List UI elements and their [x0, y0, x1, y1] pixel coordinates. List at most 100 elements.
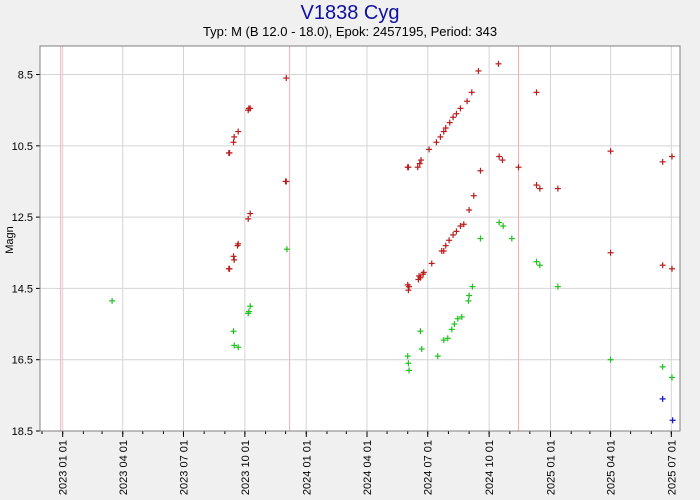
data-point	[453, 228, 460, 235]
data-point	[230, 328, 237, 335]
data-point	[533, 89, 540, 96]
data-point	[226, 265, 233, 272]
data-point	[668, 265, 675, 272]
data-point	[444, 335, 451, 342]
data-point	[533, 182, 540, 189]
data-point	[245, 215, 252, 222]
data-point	[466, 206, 473, 213]
data-point	[446, 237, 453, 244]
data-point	[607, 249, 614, 256]
data-point	[453, 110, 460, 117]
data-point	[659, 395, 666, 402]
data-point	[417, 328, 424, 335]
data-point	[533, 258, 540, 265]
data-point	[433, 139, 440, 146]
data-point	[226, 149, 233, 156]
data-point	[450, 114, 457, 121]
x-tick-label: 2025 04 01	[606, 440, 618, 495]
data-point	[465, 297, 472, 304]
data-point	[440, 128, 447, 135]
data-point	[420, 269, 427, 276]
data-point	[283, 178, 290, 185]
data-point	[659, 262, 666, 269]
data-point	[418, 346, 425, 353]
data-point	[469, 283, 476, 290]
plot-area	[39, 45, 681, 432]
data-point	[607, 148, 614, 155]
data-point	[404, 353, 411, 360]
chart-subtitle: Typ: M (B 12.0 - 18.0), Epok: 2457195, P…	[202, 24, 498, 39]
x-tick-label: 2023 01 01	[58, 440, 70, 495]
maxima-layer	[60, 46, 519, 431]
data-point	[457, 105, 464, 112]
points-layer	[109, 60, 676, 424]
data-point	[405, 287, 412, 294]
data-point	[499, 157, 506, 164]
data-point	[247, 105, 254, 112]
x-tick-label: 2024 04 01	[362, 440, 374, 495]
data-point	[450, 231, 457, 238]
axis-layer: 8.5 10.5 12.5 14.5 16.5 18.5 2023 01 01 2023 04…	[12, 45, 681, 495]
data-point	[235, 128, 242, 135]
data-point	[230, 253, 237, 260]
grid-layer	[40, 46, 680, 431]
data-point	[500, 223, 507, 230]
data-point	[460, 221, 467, 228]
data-point	[109, 297, 116, 304]
data-point	[442, 124, 449, 131]
y-tick-label: 12.5	[12, 212, 33, 224]
data-point	[283, 75, 290, 82]
x-tick-label: 2023 10 01	[240, 440, 252, 495]
data-point	[475, 67, 482, 74]
data-point	[451, 321, 458, 328]
x-tick-label: 2024 07 01	[423, 440, 435, 495]
data-point	[470, 192, 477, 199]
data-point	[417, 274, 424, 281]
data-point	[231, 342, 238, 349]
data-point	[668, 153, 675, 160]
plot-border	[39, 45, 681, 432]
data-point	[231, 133, 238, 140]
x-tick-label: 2025 01 01	[546, 440, 558, 495]
data-point	[405, 164, 412, 171]
data-point	[406, 283, 413, 290]
data-point	[659, 363, 666, 370]
data-point	[245, 308, 252, 315]
y-tick-label: 16.5	[12, 355, 33, 367]
y-tick-label: 10.5	[12, 141, 33, 153]
data-point	[440, 247, 447, 254]
data-point	[536, 185, 543, 192]
x-tick-label: 2023 07 01	[178, 440, 190, 495]
x-tick-label: 2024 10 01	[484, 440, 496, 495]
data-point	[464, 98, 471, 105]
data-point	[405, 360, 412, 367]
data-point	[442, 242, 449, 249]
data-point	[235, 240, 242, 247]
x-tick-label: 2024 01 01	[301, 440, 313, 495]
data-point	[406, 367, 413, 374]
y-tick-label: 14.5	[12, 283, 33, 295]
data-point	[247, 303, 254, 310]
x-tick-label: 2025 07 01	[666, 440, 678, 495]
data-point	[437, 133, 444, 140]
data-point	[426, 146, 433, 153]
chart-title: V1838 Cyg	[300, 2, 400, 24]
data-point	[458, 313, 465, 320]
data-point	[496, 153, 503, 160]
data-point	[554, 283, 561, 290]
data-point	[508, 235, 515, 242]
data-point	[468, 89, 475, 96]
data-point	[283, 246, 290, 253]
data-point	[477, 235, 484, 242]
y-tick-label: 18.5	[12, 426, 33, 438]
data-point	[418, 157, 425, 164]
data-point	[477, 167, 484, 174]
data-point	[659, 158, 666, 165]
data-point	[668, 374, 675, 381]
data-point	[607, 356, 614, 363]
y-axis-title: Magn	[4, 226, 16, 254]
data-point	[495, 60, 502, 67]
data-point	[515, 164, 522, 171]
